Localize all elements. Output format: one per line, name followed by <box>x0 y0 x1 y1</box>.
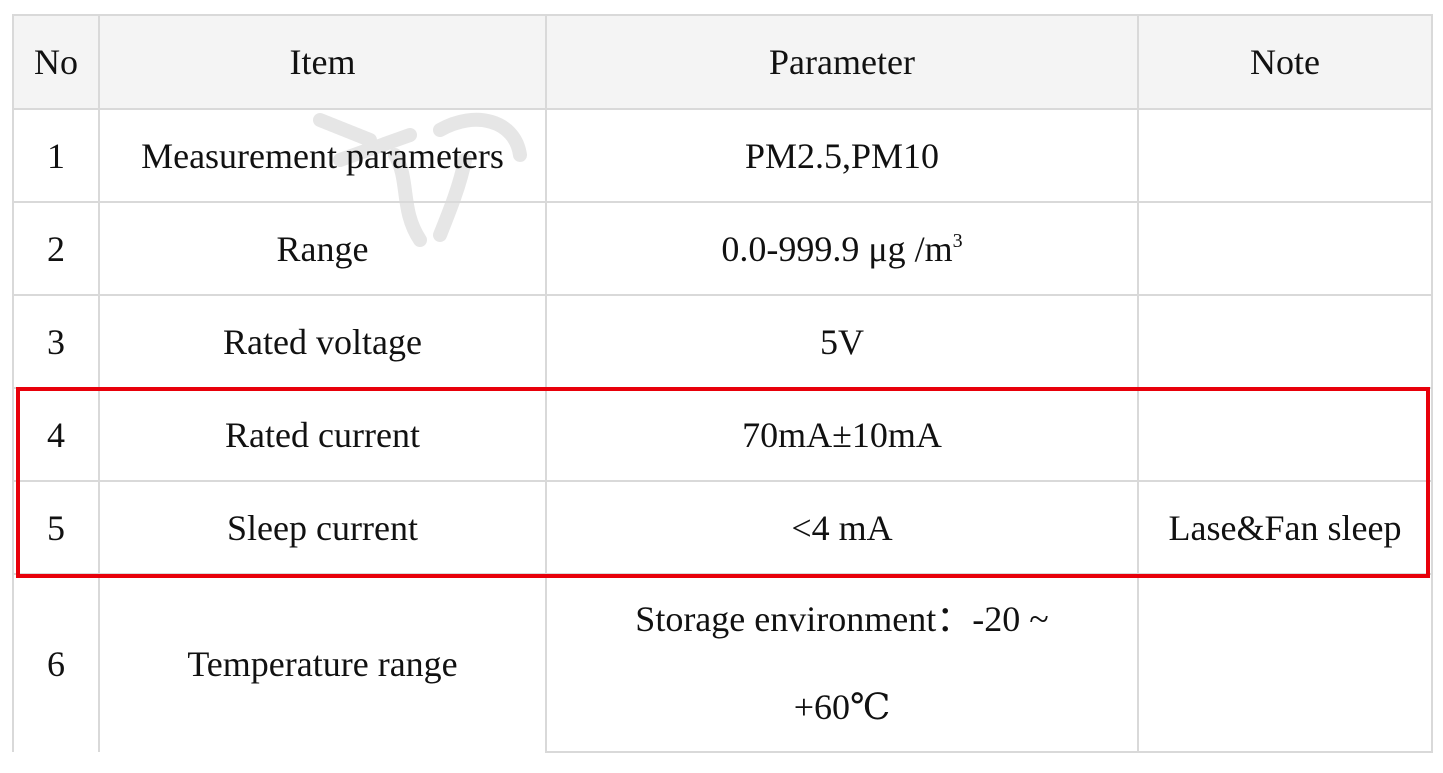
table-row: 5 Sleep current <4 mA Lase&Fan sleep <box>12 480 1433 575</box>
header-no: No <box>12 14 100 110</box>
cell-note <box>1137 294 1433 389</box>
parameter-superscript: 3 <box>952 229 963 252</box>
parameter-text: 0.0-999.9 μg /m <box>721 228 953 269</box>
cell-parameter: 0.0-999.9 μg /m3 <box>545 201 1139 296</box>
table-row: 3 Rated voltage 5V <box>12 294 1433 389</box>
cell-parameter: PM2.5,PM10 <box>545 108 1139 203</box>
cell-item: Sleep current <box>98 480 547 575</box>
table-row: 4 Rated current 70mA±10mA <box>12 387 1433 482</box>
spec-table: No Item Parameter Note 1 Measurement par… <box>12 14 1433 753</box>
parameter-line-1: Storage environment：-20 ~ <box>635 599 1049 639</box>
cell-parameter: <4 mA <box>545 480 1139 575</box>
header-item: Item <box>98 14 547 110</box>
cell-no: 1 <box>12 108 100 203</box>
header-parameter: Parameter <box>545 14 1139 110</box>
cell-item: Temperature range <box>98 573 547 752</box>
cell-parameter: 5V <box>545 294 1139 389</box>
cell-item: Measurement parameters <box>98 108 547 203</box>
cell-no: 5 <box>12 480 100 575</box>
cell-item: Rated current <box>98 387 547 482</box>
table-row: 1 Measurement parameters PM2.5,PM10 <box>12 108 1433 203</box>
header-note: Note <box>1137 14 1433 110</box>
table-row: 2 Range 0.0-999.9 μg /m3 <box>12 201 1433 296</box>
cell-note <box>1137 573 1433 753</box>
cell-no: 4 <box>12 387 100 482</box>
cell-note <box>1137 201 1433 296</box>
cell-no: 6 <box>12 573 100 752</box>
parameter-line-2: +60℃ <box>793 687 891 727</box>
cell-note <box>1137 387 1433 482</box>
cell-parameter: 70mA±10mA <box>545 387 1139 482</box>
cell-note: Lase&Fan sleep <box>1137 480 1433 575</box>
table-row: 6 Temperature range Storage environment：… <box>12 573 1433 753</box>
cell-no: 3 <box>12 294 100 389</box>
cell-note <box>1137 108 1433 203</box>
cell-item: Rated voltage <box>98 294 547 389</box>
cell-item: Range <box>98 201 547 296</box>
cell-no: 2 <box>12 201 100 296</box>
cell-parameter: Storage environment：-20 ~ +60℃ <box>545 573 1139 753</box>
table-header-row: No Item Parameter Note <box>12 14 1433 110</box>
